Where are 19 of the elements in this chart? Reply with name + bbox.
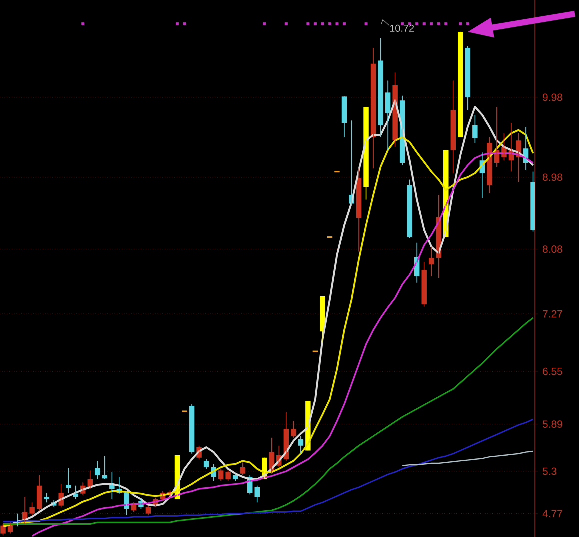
- line-series: [402, 450, 534, 466]
- annotation: 10.72: [390, 24, 414, 32]
- candlestick: [458, 32, 464, 138]
- candlestick: [44, 492, 50, 504]
- y-tick-label: 7.27: [543, 310, 562, 318]
- candlestick: [407, 179, 412, 239]
- y-tick-label: 9.98: [543, 94, 562, 102]
- candlestick: [30, 502, 35, 516]
- y-tick-label: 8.08: [542, 246, 562, 254]
- candlestick: [378, 38, 384, 138]
- y-tick-label: 5.89: [542, 420, 562, 428]
- y-tick-label: 5.3: [542, 468, 557, 476]
- y-tick-label: 8.98: [542, 174, 562, 182]
- candlestick: [530, 171, 536, 232]
- candlestick: [472, 114, 478, 144]
- y-tick-label: 6.55: [543, 368, 562, 376]
- candlestick: [226, 470, 231, 482]
- y-tick-label: 4.77: [542, 510, 562, 518]
- candlestick: [291, 420, 296, 438]
